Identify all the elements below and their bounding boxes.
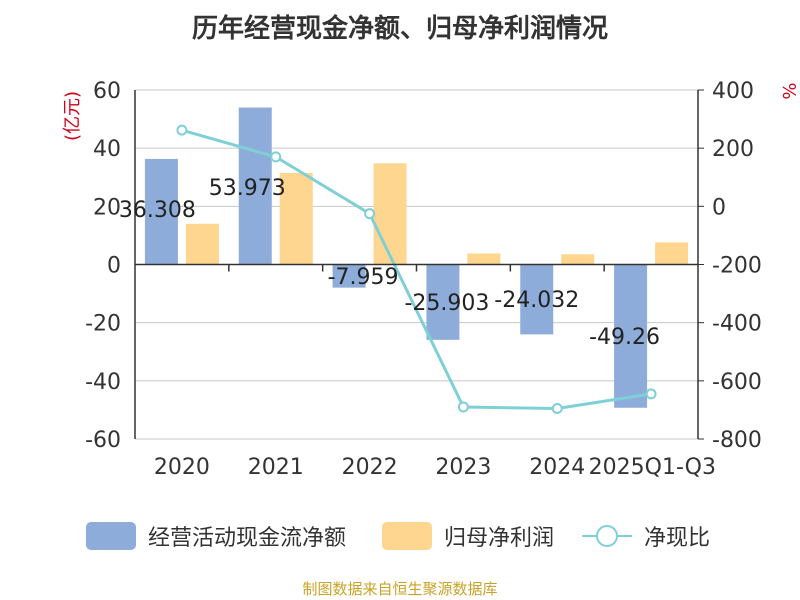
- y-right-tick-label: -600: [712, 370, 762, 395]
- ratio-point: [645, 388, 657, 400]
- x-tick-label: 2021: [248, 455, 304, 480]
- data-labels: 36.308 53.973 -7.959-25.903 -24.032 -49.26: [119, 176, 660, 350]
- bar-cashflow: [520, 264, 554, 335]
- bar-netprofit: [655, 242, 689, 265]
- ratio-point: [457, 401, 469, 413]
- y-right-tick-label: -200: [712, 254, 762, 279]
- y-right-tick-label: -800: [712, 428, 762, 453]
- x-tick-label: 2025Q1-Q3: [589, 455, 716, 480]
- y-right-tick-label: 0: [712, 195, 726, 220]
- y-left-tick-label: 20: [93, 195, 121, 220]
- bar-cashflow: [332, 264, 366, 288]
- bar-data-label: -25.903: [404, 291, 489, 316]
- bar-cashflow: [614, 264, 648, 408]
- bar-series: [144, 107, 689, 408]
- y-right-tick-label: -400: [712, 312, 762, 337]
- y-left-tick-label: -40: [85, 370, 121, 395]
- legend-label-cashflow: 经营活动现金流净额: [148, 526, 347, 551]
- legend: 经营活动现金流净额 归母净利润 净现比: [0, 516, 800, 556]
- bar-cashflow: [144, 158, 178, 265]
- bar-cashflow: [238, 107, 272, 265]
- legend-item-cashflow[interactable]: 经营活动现金流净额: [86, 516, 346, 556]
- x-tick-label: 2020: [154, 455, 210, 480]
- x-tick-label: 2023: [435, 455, 491, 480]
- ratio-point: [551, 402, 563, 414]
- chart-title: 历年经营现金净额、归母净利润情况: [191, 14, 608, 44]
- legend-swatch-cashflow: [86, 522, 136, 550]
- y-left-tick-label: -60: [85, 428, 121, 453]
- ratio-point: [176, 124, 188, 136]
- ratio-line: [181, 128, 652, 410]
- legend-item-netprofit[interactable]: 归母净利润: [382, 516, 554, 556]
- y-right-axis-title: %: [778, 82, 799, 99]
- line-series: [176, 124, 657, 414]
- bar-netprofit: [185, 223, 219, 265]
- x-tick-label: 2022: [342, 455, 398, 480]
- bar-netprofit: [279, 172, 313, 265]
- y-right-tick-label: 400: [712, 79, 754, 104]
- source-note: 制图数据来自恒生聚源数据库: [302, 580, 498, 598]
- axes: 6040200-20-40-604002000-200-400-600-800(…: [62, 79, 799, 480]
- y-left-tick-label: 0: [107, 254, 121, 279]
- bar-netprofit: [373, 163, 407, 265]
- bar-data-label: -7.959: [328, 265, 399, 290]
- y-right-tick-label: 200: [712, 137, 754, 162]
- y-left-tick-label: -20: [85, 312, 121, 337]
- ratio-point: [364, 208, 376, 220]
- y-left-axis-title: (亿元): [62, 91, 83, 141]
- legend-item-ratio[interactable]: 净现比: [582, 516, 710, 556]
- bar-data-label: -49.26: [589, 325, 660, 350]
- y-left-tick-label: 40: [93, 137, 121, 162]
- x-tick-label: 2024: [529, 455, 585, 480]
- bar-data-label: 53.973: [209, 176, 286, 201]
- legend-swatch-ratio: [582, 522, 632, 550]
- y-left-tick-label: 60: [93, 79, 121, 104]
- bar-netprofit: [561, 254, 595, 265]
- bar-cashflow: [426, 264, 460, 340]
- legend-label-netprofit: 归母净利润: [444, 526, 555, 551]
- bar-data-label: -24.032: [494, 288, 579, 313]
- ratio-point: [270, 151, 282, 163]
- legend-swatch-netprofit: [382, 522, 432, 550]
- legend-label-ratio: 净现比: [644, 526, 711, 551]
- bar-netprofit: [467, 253, 501, 265]
- bar-data-label: 36.308: [119, 198, 196, 223]
